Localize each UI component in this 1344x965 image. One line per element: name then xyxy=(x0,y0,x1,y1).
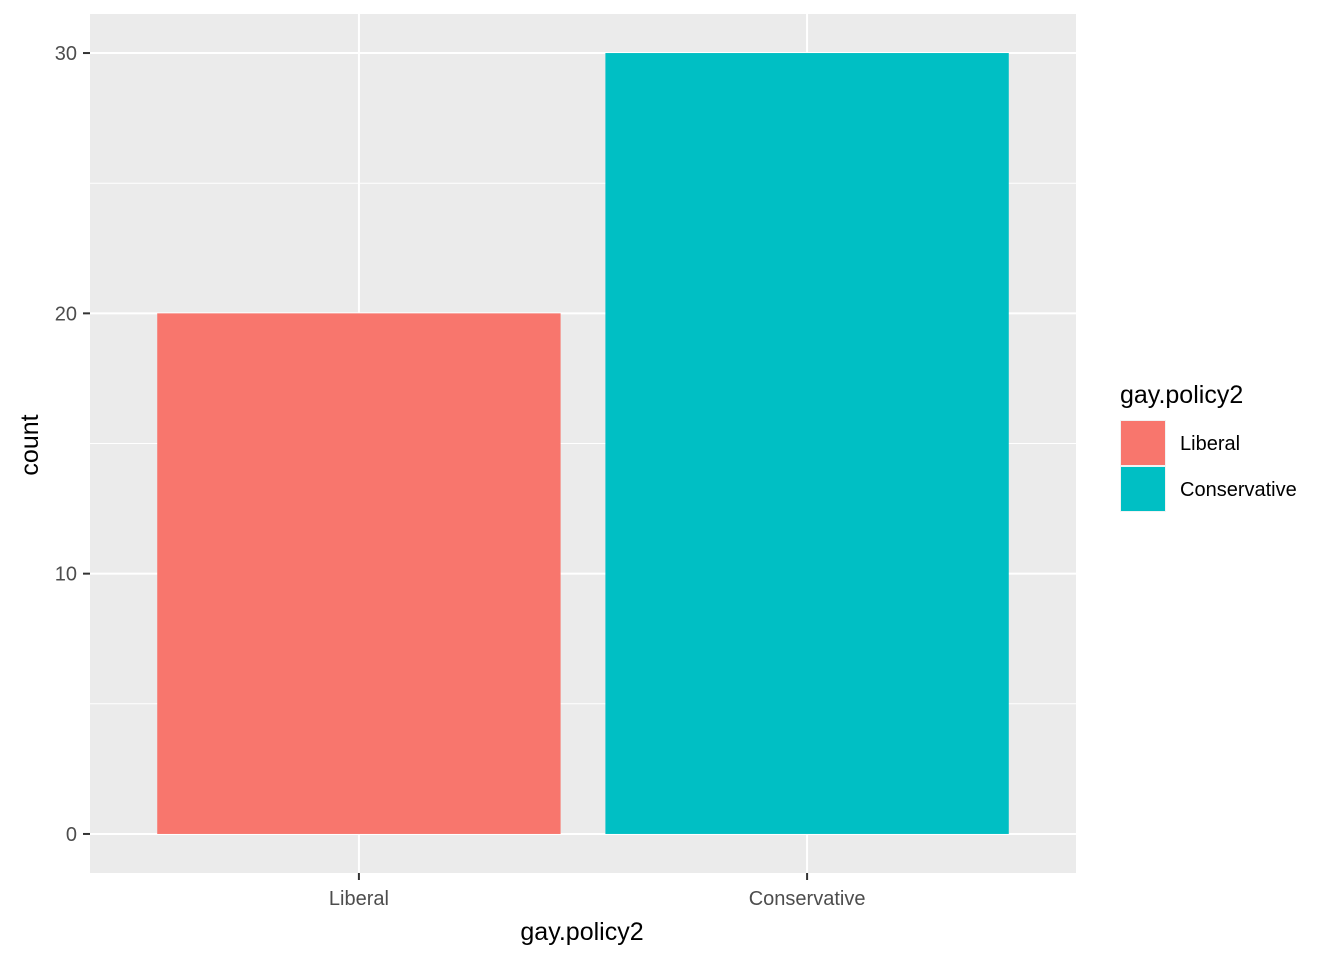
y-axis: 0 10 20 30 xyxy=(55,43,90,846)
bars-group xyxy=(157,53,1009,834)
legend-title: gay.policy2 xyxy=(1120,381,1243,409)
y-tick-label: 20 xyxy=(55,303,77,325)
y-tick-label: 10 xyxy=(55,564,77,586)
y-axis-title: count xyxy=(16,414,44,475)
y-tick-label: 30 xyxy=(55,43,77,65)
x-axis: Liberal Conservative xyxy=(329,873,866,910)
legend-label-conservative: Conservative xyxy=(1180,479,1297,501)
legend-swatch-liberal xyxy=(1121,421,1165,465)
bar-conservative xyxy=(605,53,1009,834)
x-tick-label: Liberal xyxy=(329,888,389,910)
x-tick-label: Conservative xyxy=(749,888,866,910)
legend-swatch-conservative xyxy=(1121,467,1165,511)
legend-keys: Liberal Conservative xyxy=(1120,420,1297,512)
y-tick-label: 0 xyxy=(66,824,77,846)
legend-label-liberal: Liberal xyxy=(1180,433,1240,455)
legend: gay.policy2 Liberal Conservative xyxy=(1120,381,1297,512)
bar-liberal xyxy=(157,313,561,834)
x-axis-title: gay.policy2 xyxy=(520,918,643,946)
